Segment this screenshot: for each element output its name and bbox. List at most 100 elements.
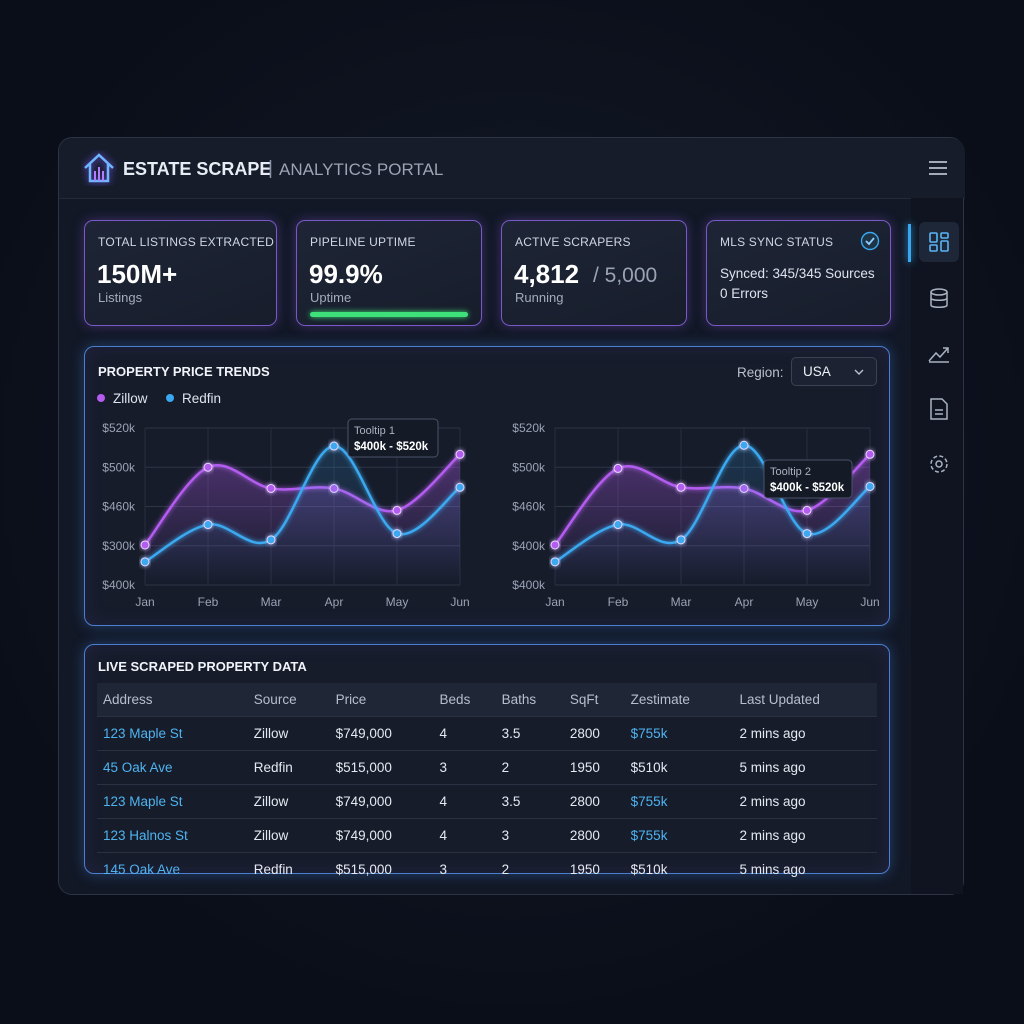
legend-label: Redfin — [182, 391, 221, 406]
trends-title: PROPERTY PRICE TRENDS — [98, 364, 270, 379]
table-cell: $749,000 — [329, 784, 434, 819]
kpi-value: 99.9% — [309, 259, 383, 289]
y-tick-label: $500k — [102, 460, 136, 474]
point — [140, 557, 150, 567]
table-row: 123 Maple St Zillow $749,000 4 3.5 2800 $755k 2… — [97, 784, 877, 819]
kpi-total: / 5,000 — [593, 264, 658, 287]
reports-icon[interactable] — [930, 398, 948, 420]
y-tick-label: $400k — [512, 578, 546, 592]
area — [145, 446, 460, 585]
table-cell: 2800 — [563, 818, 625, 853]
point — [455, 449, 465, 459]
area — [555, 445, 870, 585]
table-cell: 2 mins ago — [733, 716, 877, 751]
table-cell: $749,000 — [329, 716, 434, 751]
x-tick-label: Apr — [735, 595, 754, 609]
table-cell: 5 mins ago — [733, 852, 877, 886]
table-cell: 2800 — [563, 784, 625, 819]
y-tick-label: $400k — [512, 539, 546, 553]
legend-dot — [166, 394, 174, 402]
check-icon — [860, 231, 880, 251]
column-header: Zestimate — [624, 683, 734, 717]
table-cell: Zillow — [247, 784, 330, 819]
kpi-label: ACTIVE SCRAPERS — [515, 235, 631, 249]
separator: | — [268, 158, 273, 179]
kpi-card: MLS SYNC STATUS Synced: 345/345 Sources … — [706, 220, 891, 326]
sidebar — [908, 198, 963, 894]
table-cell: 3 — [495, 818, 564, 853]
point — [392, 529, 402, 539]
progress-bar — [310, 312, 468, 317]
kpi-label: PIPELINE UPTIME — [310, 235, 416, 249]
point — [203, 520, 213, 530]
kpi-card: ACTIVE SCRAPERS 4,812 / 5,000 Running — [501, 220, 687, 326]
kpi-label: TOTAL LISTINGS EXTRACTED — [98, 235, 274, 249]
kpi-card: PIPELINE UPTIME 99.9% Uptime — [296, 220, 482, 326]
x-tick-label: May — [386, 595, 409, 609]
point — [392, 505, 402, 515]
point — [550, 557, 560, 567]
point — [676, 535, 686, 545]
column-header: Last Updated — [733, 683, 877, 717]
table-cell[interactable]: 45 Oak Ave — [97, 750, 248, 785]
table-cell: Redfin — [247, 750, 330, 785]
column-header: SqFt — [563, 683, 625, 717]
point — [455, 482, 465, 492]
region-select[interactable]: USA — [791, 357, 877, 386]
logo — [84, 153, 114, 183]
table-cell: 4 — [433, 818, 496, 853]
tooltip — [763, 459, 853, 499]
y-tick-label: $300k — [102, 539, 136, 553]
kpi-value: 150M+ — [97, 259, 178, 289]
settings-icon[interactable] — [928, 453, 950, 475]
table-cell: 4 — [433, 716, 496, 751]
table-row: 123 Maple St Zillow $749,000 4 3.5 2800 $755k 2… — [97, 716, 877, 751]
table-row: 45 Oak Ave Redfin $515,000 3 2 1950 $510k 5 min… — [97, 750, 877, 785]
active-indicator — [908, 224, 911, 262]
charts: Zillow Redfin $400k $300k $460k $500k $520k Jan… — [97, 391, 880, 609]
legend-dot — [97, 394, 105, 402]
point — [266, 483, 276, 493]
table-cell: 1950 — [563, 852, 625, 886]
x-tick-label: Jun — [450, 595, 469, 609]
y-tick-label: $460k — [102, 500, 136, 514]
x-tick-label: Apr — [325, 595, 344, 609]
table-cell: 2 mins ago — [733, 784, 877, 819]
tooltip-text: $400k - $520k — [354, 441, 429, 453]
analytics-icon[interactable] — [928, 345, 950, 363]
table-cell: $755k — [624, 818, 734, 853]
x-tick-label: Feb — [198, 595, 219, 609]
line — [144, 453, 461, 546]
region-label: Region: — [737, 365, 784, 380]
table-cell: $749,000 — [329, 818, 434, 853]
table-cell: 3 — [433, 852, 496, 886]
dropdown-arrow — [854, 369, 864, 375]
point — [550, 540, 560, 550]
legend-label: Zillow — [113, 391, 148, 406]
tooltip-title: Tooltip 1 — [354, 425, 395, 437]
point — [865, 449, 875, 459]
tooltip-title: Tooltip 2 — [770, 466, 811, 478]
table-cell[interactable]: 123 Maple St — [97, 784, 248, 819]
dashboard-icon[interactable] — [919, 222, 959, 262]
sync-errors: 0 Errors — [720, 286, 769, 301]
point — [802, 505, 812, 515]
point — [865, 481, 875, 491]
table-cell: 3.5 — [495, 784, 564, 819]
menu-button[interactable] — [928, 160, 948, 176]
kpi-caption: Uptime — [310, 290, 352, 305]
table-cell: Zillow — [247, 818, 330, 853]
point — [739, 440, 749, 450]
progress-track — [310, 312, 468, 317]
x-tick-label: Jan — [135, 595, 154, 609]
table-cell[interactable]: 123 Maple St — [97, 716, 248, 751]
table-cell[interactable]: 145 Oak Ave — [97, 852, 248, 886]
database-icon[interactable] — [929, 288, 949, 310]
table-row: 145 Oak Ave Redfin $515,000 3 2 1950 $510k 5 mi… — [97, 852, 877, 886]
column-header: Price — [329, 683, 434, 717]
kpi-value: 4,812 — [514, 259, 580, 289]
table-cell[interactable]: 123 Halnos St — [97, 818, 248, 853]
point — [802, 529, 812, 539]
table-cell: 3 — [433, 750, 496, 785]
